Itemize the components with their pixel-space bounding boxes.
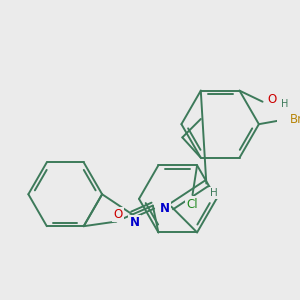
- Text: N: N: [129, 216, 140, 229]
- Text: O: O: [267, 93, 276, 106]
- Text: O: O: [113, 208, 122, 221]
- Text: Cl: Cl: [187, 198, 198, 211]
- Text: H: H: [281, 99, 288, 109]
- Text: Br: Br: [290, 113, 300, 126]
- Text: H: H: [210, 188, 218, 198]
- Text: N: N: [160, 202, 170, 215]
